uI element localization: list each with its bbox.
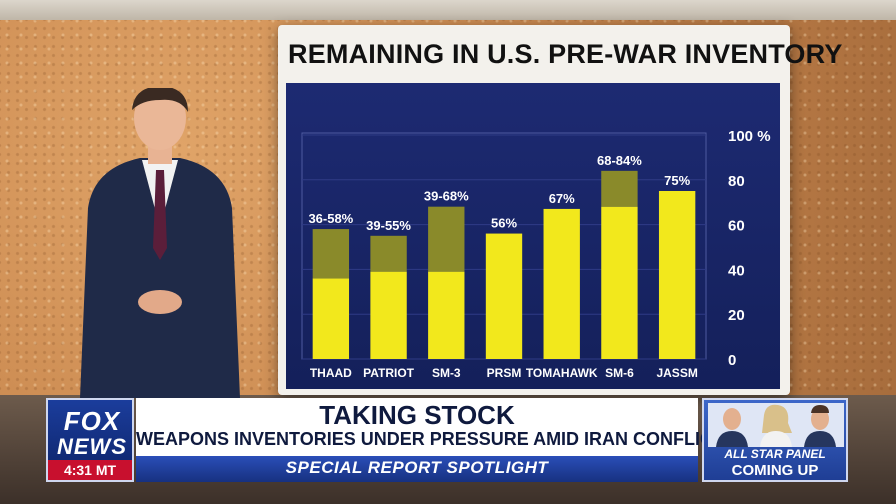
panel-photos	[708, 403, 844, 447]
studio-ceiling	[0, 0, 896, 20]
data-label: 67%	[549, 191, 575, 206]
headline: TAKING STOCK	[319, 400, 515, 430]
y-tick-label: 0	[728, 352, 736, 369]
promo-subtitle: COMING UP	[731, 462, 819, 479]
x-tick-label: PRSM	[487, 366, 522, 380]
bar-range	[312, 229, 350, 279]
bar-range	[601, 170, 638, 207]
bar-range	[428, 206, 465, 272]
x-tick-label: PATRIOT	[363, 366, 415, 380]
data-label: 56%	[491, 216, 517, 231]
headline-box: TAKING STOCK WEAPONS INVENTORIES UNDER P…	[136, 398, 725, 456]
data-label: 39-55%	[366, 218, 411, 233]
x-tick-label: SM-3	[432, 366, 461, 380]
x-tick-label: SM-6	[605, 366, 634, 380]
x-tick-label: THAAD	[310, 366, 352, 380]
chart-panel: 0 20 40 60 80 100 % 36-58% THAAD 39-55% PATRIOT 39…	[286, 83, 780, 389]
x-tick-label: TOMAHAWK	[526, 366, 598, 380]
lower-third: FOX NEWS 4:31 MT TAKING STOCK WEAPONS IN…	[46, 398, 848, 484]
board-title: REMAINING IN U.S. PRE-WAR INVENTORY	[288, 39, 843, 69]
inventory-chart: 0 20 40 60 80 100 % 36-58% THAAD 39-55% PATRIOT 39…	[301, 128, 771, 380]
bar	[543, 208, 580, 359]
data-label: 39-68%	[424, 189, 469, 204]
bar	[370, 271, 407, 359]
bar	[658, 191, 696, 359]
y-tick-label: 80	[728, 173, 745, 190]
y-tick-label: 20	[728, 307, 745, 324]
data-label: 36-58%	[308, 211, 353, 226]
bar	[601, 206, 638, 359]
bar	[485, 233, 523, 359]
bar	[312, 278, 350, 359]
inventory-board: REMAINING IN U.S. PRE-WAR INVENTORY 0 20 4…	[278, 25, 843, 395]
bar	[428, 271, 465, 359]
subheadline: WEAPONS INVENTORIES UNDER PRESSURE AMID …	[136, 429, 725, 449]
data-label: 68-84%	[597, 153, 642, 168]
y-tick-label: 60	[728, 218, 745, 235]
y-tick-label: 40	[728, 262, 745, 279]
local-time: 4:31 MT	[48, 460, 132, 480]
logo-news-text: NEWS	[57, 434, 127, 459]
segment-title: SPECIAL REPORT SPOTLIGHT	[285, 458, 549, 477]
segment-bar: SPECIAL REPORT SPOTLIGHT	[136, 456, 698, 482]
x-tick-label: JASSM	[656, 366, 697, 380]
presenter	[80, 88, 240, 398]
logo-fox-text: FOX	[63, 406, 121, 436]
fox-news-logo: FOX NEWS 4:31 MT	[46, 398, 134, 482]
promo-title: ALL STAR PANEL	[724, 447, 826, 461]
data-label: 75%	[664, 173, 690, 188]
y-tick-label: 100 %	[728, 128, 771, 145]
promo-box: ALL STAR PANEL COMING UP	[702, 398, 848, 482]
bar-range	[370, 235, 407, 272]
